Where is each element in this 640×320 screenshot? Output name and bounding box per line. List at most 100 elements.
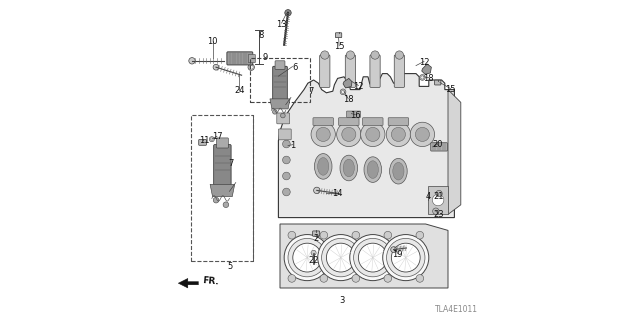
Circle shape	[283, 156, 290, 164]
Polygon shape	[428, 186, 448, 214]
Circle shape	[285, 10, 291, 16]
Circle shape	[416, 231, 424, 239]
Ellipse shape	[314, 154, 332, 179]
Text: 12: 12	[419, 58, 429, 67]
FancyBboxPatch shape	[216, 138, 228, 148]
Circle shape	[248, 64, 254, 70]
Circle shape	[284, 235, 330, 281]
Ellipse shape	[393, 163, 404, 180]
Text: 23: 23	[433, 210, 444, 219]
Text: 13: 13	[276, 20, 287, 28]
Text: 20: 20	[433, 140, 443, 149]
Circle shape	[316, 127, 330, 141]
Circle shape	[349, 235, 396, 281]
Circle shape	[273, 109, 277, 114]
Circle shape	[223, 202, 228, 208]
FancyBboxPatch shape	[277, 113, 290, 124]
Circle shape	[283, 172, 290, 180]
Polygon shape	[178, 278, 198, 288]
Text: 24: 24	[234, 86, 244, 95]
Text: 8: 8	[258, 31, 264, 40]
Text: 22: 22	[308, 256, 319, 265]
FancyBboxPatch shape	[394, 55, 404, 87]
Circle shape	[383, 235, 429, 281]
FancyBboxPatch shape	[198, 140, 206, 145]
Circle shape	[342, 90, 344, 93]
Text: TLA4E1011: TLA4E1011	[435, 305, 479, 314]
Text: 7: 7	[228, 159, 234, 168]
FancyBboxPatch shape	[313, 118, 333, 125]
Circle shape	[283, 188, 290, 196]
Text: 10: 10	[207, 37, 218, 46]
Text: 2: 2	[314, 234, 319, 243]
Circle shape	[288, 238, 326, 277]
Text: 17: 17	[212, 132, 222, 141]
Circle shape	[189, 58, 195, 64]
Polygon shape	[422, 64, 431, 74]
Circle shape	[371, 51, 380, 59]
Circle shape	[326, 243, 355, 272]
FancyBboxPatch shape	[278, 129, 291, 140]
FancyBboxPatch shape	[248, 54, 255, 63]
Circle shape	[288, 275, 296, 282]
Circle shape	[421, 76, 424, 79]
Polygon shape	[270, 99, 290, 109]
Circle shape	[320, 231, 328, 239]
FancyBboxPatch shape	[346, 55, 356, 87]
Circle shape	[321, 238, 360, 277]
Circle shape	[387, 238, 425, 277]
Circle shape	[311, 250, 316, 255]
Circle shape	[317, 235, 364, 281]
Circle shape	[392, 243, 420, 272]
FancyBboxPatch shape	[388, 118, 409, 125]
Polygon shape	[448, 90, 461, 214]
Text: 7: 7	[308, 87, 314, 96]
FancyBboxPatch shape	[320, 55, 330, 87]
Circle shape	[433, 208, 439, 214]
Circle shape	[337, 122, 361, 147]
Ellipse shape	[390, 158, 407, 184]
Bar	[191, 115, 253, 261]
Circle shape	[346, 51, 355, 59]
Ellipse shape	[343, 159, 355, 177]
Circle shape	[352, 275, 360, 282]
Text: 11: 11	[200, 136, 210, 145]
Bar	[250, 58, 310, 102]
Text: 15: 15	[334, 42, 344, 51]
Polygon shape	[280, 224, 448, 288]
Circle shape	[410, 122, 435, 147]
Circle shape	[283, 140, 290, 148]
FancyBboxPatch shape	[339, 118, 359, 125]
Text: 19: 19	[392, 250, 403, 259]
Circle shape	[358, 243, 387, 272]
Text: 16: 16	[350, 111, 360, 120]
Text: 4: 4	[426, 192, 431, 201]
Circle shape	[213, 197, 219, 203]
Text: 18: 18	[424, 74, 434, 83]
Circle shape	[420, 75, 425, 80]
Polygon shape	[343, 78, 352, 88]
Circle shape	[314, 187, 320, 194]
Circle shape	[386, 122, 411, 147]
FancyBboxPatch shape	[362, 118, 383, 125]
Circle shape	[361, 122, 385, 147]
Circle shape	[311, 122, 335, 147]
Text: 21: 21	[433, 192, 444, 201]
Circle shape	[354, 238, 392, 277]
Circle shape	[384, 231, 392, 239]
FancyBboxPatch shape	[273, 66, 287, 100]
Text: 12: 12	[353, 82, 364, 91]
FancyBboxPatch shape	[227, 52, 253, 65]
Polygon shape	[210, 184, 235, 196]
Circle shape	[391, 127, 406, 141]
FancyBboxPatch shape	[435, 80, 441, 85]
Text: 14: 14	[332, 189, 343, 198]
Circle shape	[320, 275, 328, 282]
FancyBboxPatch shape	[214, 145, 231, 185]
Circle shape	[342, 127, 356, 141]
Text: 6: 6	[292, 63, 298, 72]
Circle shape	[288, 231, 296, 239]
Circle shape	[250, 65, 253, 69]
Text: 5: 5	[228, 262, 233, 271]
FancyBboxPatch shape	[312, 231, 320, 236]
